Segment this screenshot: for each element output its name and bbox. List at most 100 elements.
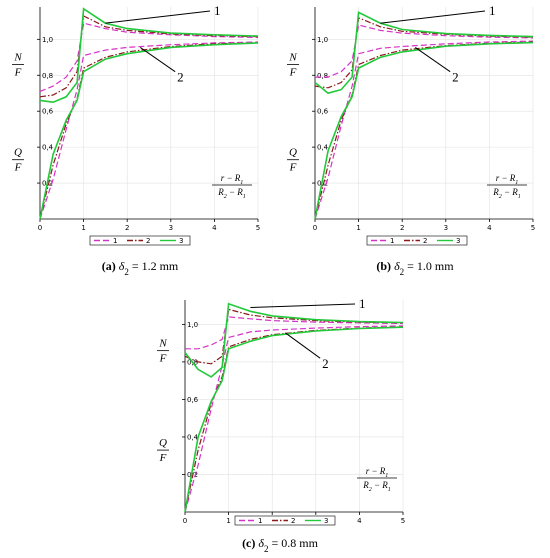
caption-subscript: 2: [124, 267, 129, 277]
caption-symbol: δ: [258, 536, 264, 550]
x-tick-label: 0: [38, 224, 42, 232]
y-tick-label: 0,4: [317, 144, 329, 152]
x-label-num-text: r − R: [496, 173, 516, 183]
caption-unit: mm: [299, 536, 318, 550]
x-tick-label: 5: [531, 224, 535, 232]
x-label-den-a-sub: 2: [224, 194, 227, 200]
x-label-denominator: R2 − R1: [492, 187, 521, 200]
caption: (b) δ2 = 1.0 mm: [376, 259, 454, 277]
x-label-den-b: R: [511, 187, 518, 197]
caption-label: (b): [376, 259, 391, 273]
series-line-2: [39, 15, 259, 98]
x-label-den-a: R: [217, 187, 224, 197]
x-label-numerator: r − R1: [221, 173, 244, 186]
caption: (a) δ2 = 1.2 mm: [102, 259, 179, 277]
series-line-3: [314, 41, 534, 220]
x-tick-label: 1: [226, 517, 230, 525]
series-line-1: [314, 40, 534, 220]
x-label-minus: −: [372, 480, 383, 490]
y-label-numerator: N: [13, 51, 22, 63]
x-label-den-b: R: [381, 480, 388, 490]
x-tick-label: 5: [401, 517, 405, 525]
x-label-den-b: R: [236, 187, 243, 197]
x-tick-label: 1: [81, 224, 85, 232]
annotation-label-2: 2: [452, 70, 459, 85]
series-line-1: [39, 22, 259, 92]
y-tick-label: 1,0: [42, 36, 53, 44]
series-line-1: [184, 325, 404, 513]
x-label-num-text: r − R: [366, 466, 386, 476]
y-tick-label: 0,6: [187, 396, 199, 404]
y-label-denominator: F: [289, 66, 297, 78]
x-tick-label: 3: [169, 224, 173, 232]
y-tick-label: 0,4: [42, 144, 54, 152]
caption-label: (c): [242, 536, 255, 550]
x-label-den-a: R: [362, 480, 369, 490]
series-line-2: [184, 326, 404, 513]
legend-label: 2: [146, 237, 150, 245]
y-label-numerator: Q: [289, 147, 297, 159]
y-label-numerator: Q: [14, 147, 22, 159]
caption-subscript: 2: [264, 544, 269, 554]
series-line-2: [314, 16, 534, 89]
x-label-numerator: r − R1: [366, 466, 389, 479]
annotation-leader-2: [414, 47, 451, 73]
y-tick-label: 1,0: [187, 321, 198, 329]
y-label-denominator: F: [14, 162, 22, 174]
annotation-leader-1: [380, 10, 486, 24]
x-label-minus: −: [227, 187, 238, 197]
y-tick-label: 0,8: [42, 72, 53, 80]
annotation-leader-2: [284, 332, 321, 359]
legend-label: 3: [179, 237, 183, 245]
series-line-3: [184, 302, 404, 378]
series-line-1: [39, 41, 259, 220]
x-label-denominator: R2 − R1: [362, 480, 391, 493]
legend-label: 1: [390, 237, 394, 245]
caption-symbol: δ: [119, 259, 125, 273]
x-label-numerator: r − R1: [496, 173, 519, 186]
y-tick-label: 1,0: [317, 36, 328, 44]
x-label-den-b-sub: 1: [518, 194, 521, 200]
caption-value: = 1.2: [132, 259, 157, 273]
y-label-numerator: Q: [159, 437, 167, 449]
annotation-label-2: 2: [177, 70, 184, 85]
caption: (c) δ2 = 0.8 mm: [242, 536, 319, 554]
annotation-label-1: 1: [359, 296, 366, 311]
x-tick-label: 4: [212, 224, 217, 232]
y-tick-label: 0,4: [187, 433, 199, 441]
x-label-num-sub: 1: [515, 180, 518, 186]
x-label-den-a: R: [492, 187, 499, 197]
y-label-numerator: N: [158, 338, 167, 350]
y-label-denominator: F: [289, 162, 297, 174]
legend-label: 1: [258, 517, 262, 525]
series-line-3: [39, 42, 259, 220]
x-label-num-sub: 1: [385, 473, 388, 479]
y-tick-label: 0,6: [42, 108, 54, 116]
caption-value: = 1.0: [407, 259, 432, 273]
x-label-denominator: R2 − R1: [217, 187, 246, 200]
legend-label: 2: [423, 237, 427, 245]
x-label-den-a-sub: 2: [499, 194, 502, 200]
x-tick-label: 2: [125, 224, 129, 232]
x-label-den-b-sub: 1: [243, 194, 246, 200]
caption-symbol: δ: [394, 259, 400, 273]
x-tick-label: 4: [487, 224, 492, 232]
annotation-label-1: 1: [214, 3, 221, 18]
caption-subscript: 2: [400, 267, 405, 277]
x-label-minus: −: [502, 187, 513, 197]
legend-label: 3: [324, 517, 328, 525]
series-line-2: [314, 41, 534, 220]
series-line-1: [185, 316, 404, 350]
series-line-2: [39, 42, 259, 220]
y-tick-label: 0,6: [317, 108, 329, 116]
y-label-denominator: F: [159, 452, 167, 464]
series-line-3: [314, 11, 534, 95]
caption-unit: mm: [160, 259, 179, 273]
series-line-3: [184, 326, 404, 513]
x-label-num-sub: 1: [240, 180, 243, 186]
x-tick-label: 5: [256, 224, 260, 232]
x-tick-label: 1: [356, 224, 360, 232]
